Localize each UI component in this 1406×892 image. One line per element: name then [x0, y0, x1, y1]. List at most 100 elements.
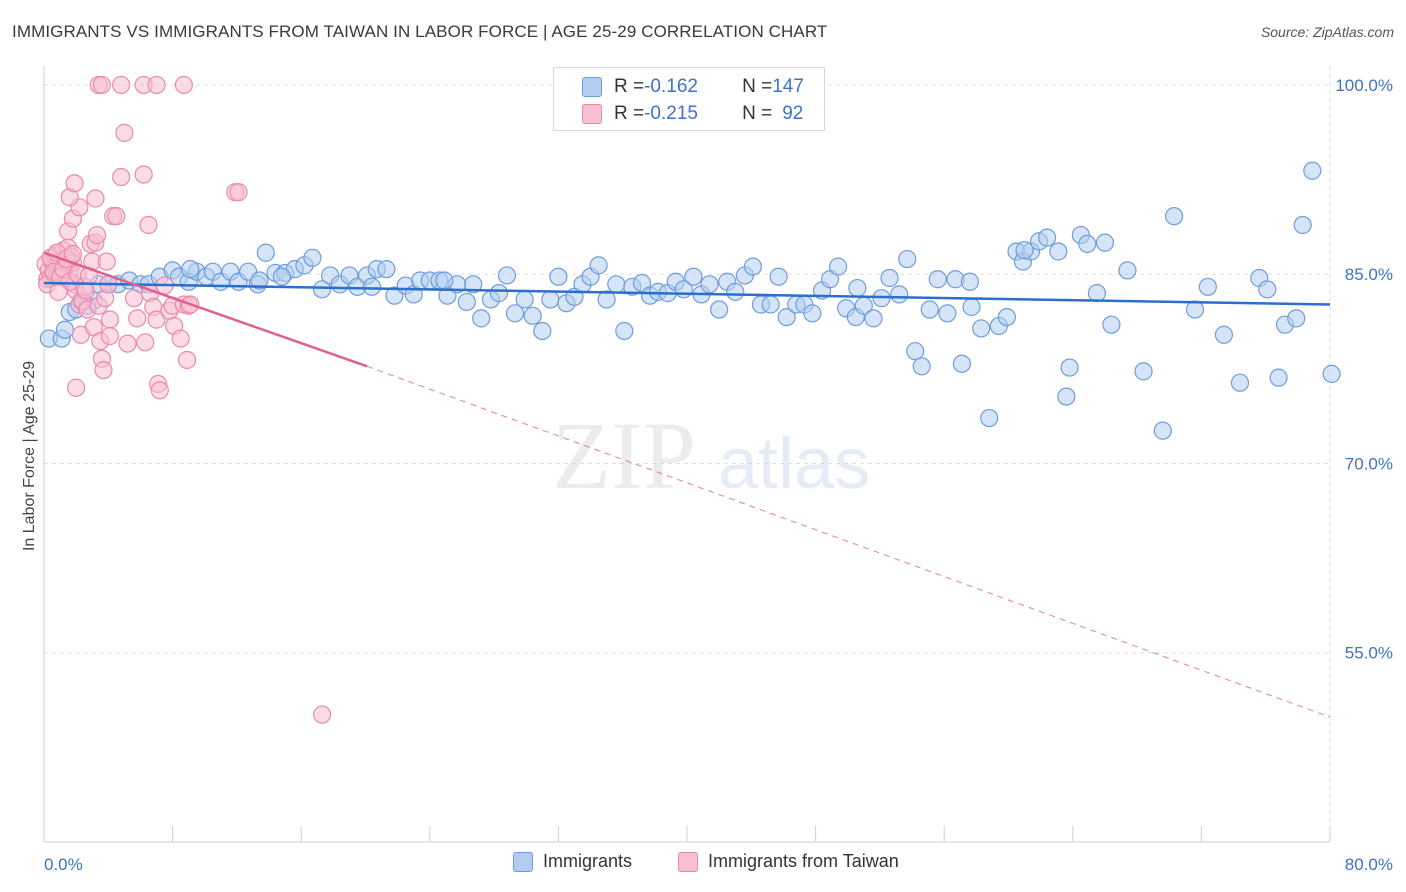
data-point-taiwan — [115, 123, 134, 142]
data-point-taiwan — [312, 705, 332, 724]
y-tick-label: 70.0% — [1345, 454, 1393, 473]
data-point-immigrants — [181, 260, 200, 279]
legend-row-taiwan: R = -0.215 N = 92 — [554, 101, 803, 127]
y-tick-label: 55.0% — [1345, 644, 1393, 663]
data-point-immigrants — [515, 290, 534, 309]
data-point-immigrants — [1037, 228, 1057, 247]
data-point-immigrants — [1269, 368, 1288, 387]
data-point-taiwan — [150, 381, 169, 400]
data-point-immigrants — [250, 271, 269, 290]
data-point-immigrants — [829, 257, 848, 276]
y-tick-label: 100.0% — [1335, 76, 1393, 95]
data-point-taiwan — [107, 207, 126, 226]
watermark: ZIP atlas — [552, 402, 870, 509]
data-point-immigrants — [1214, 325, 1234, 344]
data-point-immigrants — [1153, 421, 1172, 440]
data-point-immigrants — [1015, 241, 1034, 260]
data-point-immigrants — [505, 304, 525, 323]
legend-n-value: 147 — [772, 76, 804, 97]
data-point-immigrants — [952, 354, 971, 373]
data-point-taiwan — [100, 310, 120, 329]
legend-r-value: -0.162 — [644, 76, 698, 97]
data-point-taiwan — [128, 309, 147, 328]
data-point-taiwan — [134, 165, 153, 184]
legend-swatch-pink — [678, 851, 698, 872]
legend-item-immigrants[interactable]: Immigrants — [513, 851, 632, 872]
data-point-immigrants — [700, 275, 719, 294]
data-point-immigrants — [726, 282, 745, 301]
data-point-immigrants — [607, 275, 626, 294]
data-point-immigrants — [457, 292, 476, 312]
data-point-immigrants — [1303, 161, 1322, 180]
legend-swatch-pink — [582, 104, 602, 124]
data-point-immigrants — [597, 290, 616, 309]
data-point-immigrants — [55, 320, 74, 339]
x-tick-label: 0.0% — [44, 855, 83, 874]
data-point-immigrants — [864, 309, 883, 328]
data-point-taiwan — [229, 183, 248, 202]
data-point-immigrants — [1060, 358, 1079, 377]
data-point-taiwan — [139, 215, 158, 235]
data-point-taiwan — [147, 75, 166, 95]
data-point-immigrants — [435, 271, 454, 290]
data-point-immigrants — [743, 257, 763, 276]
immigrants-points — [39, 161, 1341, 440]
data-point-taiwan — [112, 167, 131, 187]
data-point-immigrants — [1293, 215, 1312, 235]
legend-r-label: R = — [614, 103, 645, 124]
data-point-immigrants — [533, 321, 552, 341]
data-point-immigrants — [997, 307, 1016, 327]
data-point-immigrants — [1102, 315, 1121, 334]
data-point-taiwan — [177, 350, 197, 370]
data-point-immigrants — [962, 297, 981, 317]
stats-legend: R = -0.162 N = 147 R = -0.215 N = 92 — [553, 67, 825, 131]
data-point-immigrants — [1049, 242, 1068, 261]
data-point-taiwan — [86, 189, 105, 208]
data-point-immigrants — [920, 300, 939, 319]
data-point-immigrants — [938, 304, 957, 323]
legend-n-label: N = — [742, 103, 773, 124]
watermark-zip: ZIP — [552, 402, 696, 509]
chart-title: IMMIGRANTS VS IMMIGRANTS FROM TAIWAN IN … — [12, 22, 828, 41]
data-point-immigrants — [312, 280, 332, 299]
legend-item-taiwan[interactable]: Immigrants from Taiwan — [678, 851, 899, 872]
data-point-immigrants — [684, 267, 703, 286]
data-point-immigrants — [303, 248, 322, 267]
data-point-immigrants — [272, 267, 292, 286]
data-point-immigrants — [1198, 277, 1217, 296]
data-point-immigrants — [489, 284, 509, 303]
trend-line-taiwan-dashed — [366, 365, 1331, 718]
legend-label-taiwan: Immigrants from Taiwan — [708, 851, 899, 871]
trend-line-taiwan-solid — [43, 251, 368, 368]
data-point-immigrants — [385, 286, 404, 305]
data-point-taiwan — [147, 310, 166, 329]
data-point-taiwan — [124, 289, 144, 308]
data-point-taiwan — [174, 75, 193, 95]
data-point-immigrants — [710, 300, 729, 319]
data-point-immigrants — [362, 277, 382, 296]
data-point-immigrants — [615, 321, 634, 341]
data-point-immigrants — [377, 260, 396, 279]
data-point-taiwan — [65, 174, 84, 193]
data-point-taiwan — [87, 225, 107, 245]
data-point-taiwan — [49, 282, 68, 301]
data-point-immigrants — [912, 357, 931, 376]
tick-labels: 100.0% 85.0% 70.0% 55.0% 0.0% 80.0% — [44, 76, 1393, 874]
legend-label-immigrants: Immigrants — [543, 851, 633, 871]
data-point-immigrants — [1057, 387, 1076, 406]
data-point-immigrants — [1087, 284, 1107, 303]
data-point-immigrants — [541, 290, 560, 309]
data-point-immigrants — [890, 285, 909, 304]
data-point-immigrants — [1134, 362, 1153, 381]
data-point-immigrants — [497, 266, 517, 285]
data-point-immigrants — [769, 267, 788, 286]
y-axis-label: In Labor Force | Age 25-29 — [21, 361, 38, 551]
trend-lines — [43, 251, 1331, 718]
data-point-immigrants — [898, 249, 917, 269]
data-point-taiwan — [100, 326, 120, 346]
source-label: Source: ZipAtlas.com — [1260, 24, 1394, 40]
data-point-immigrants — [256, 243, 275, 262]
data-point-immigrants — [1118, 261, 1137, 280]
y-tick-label: 85.0% — [1345, 265, 1393, 284]
